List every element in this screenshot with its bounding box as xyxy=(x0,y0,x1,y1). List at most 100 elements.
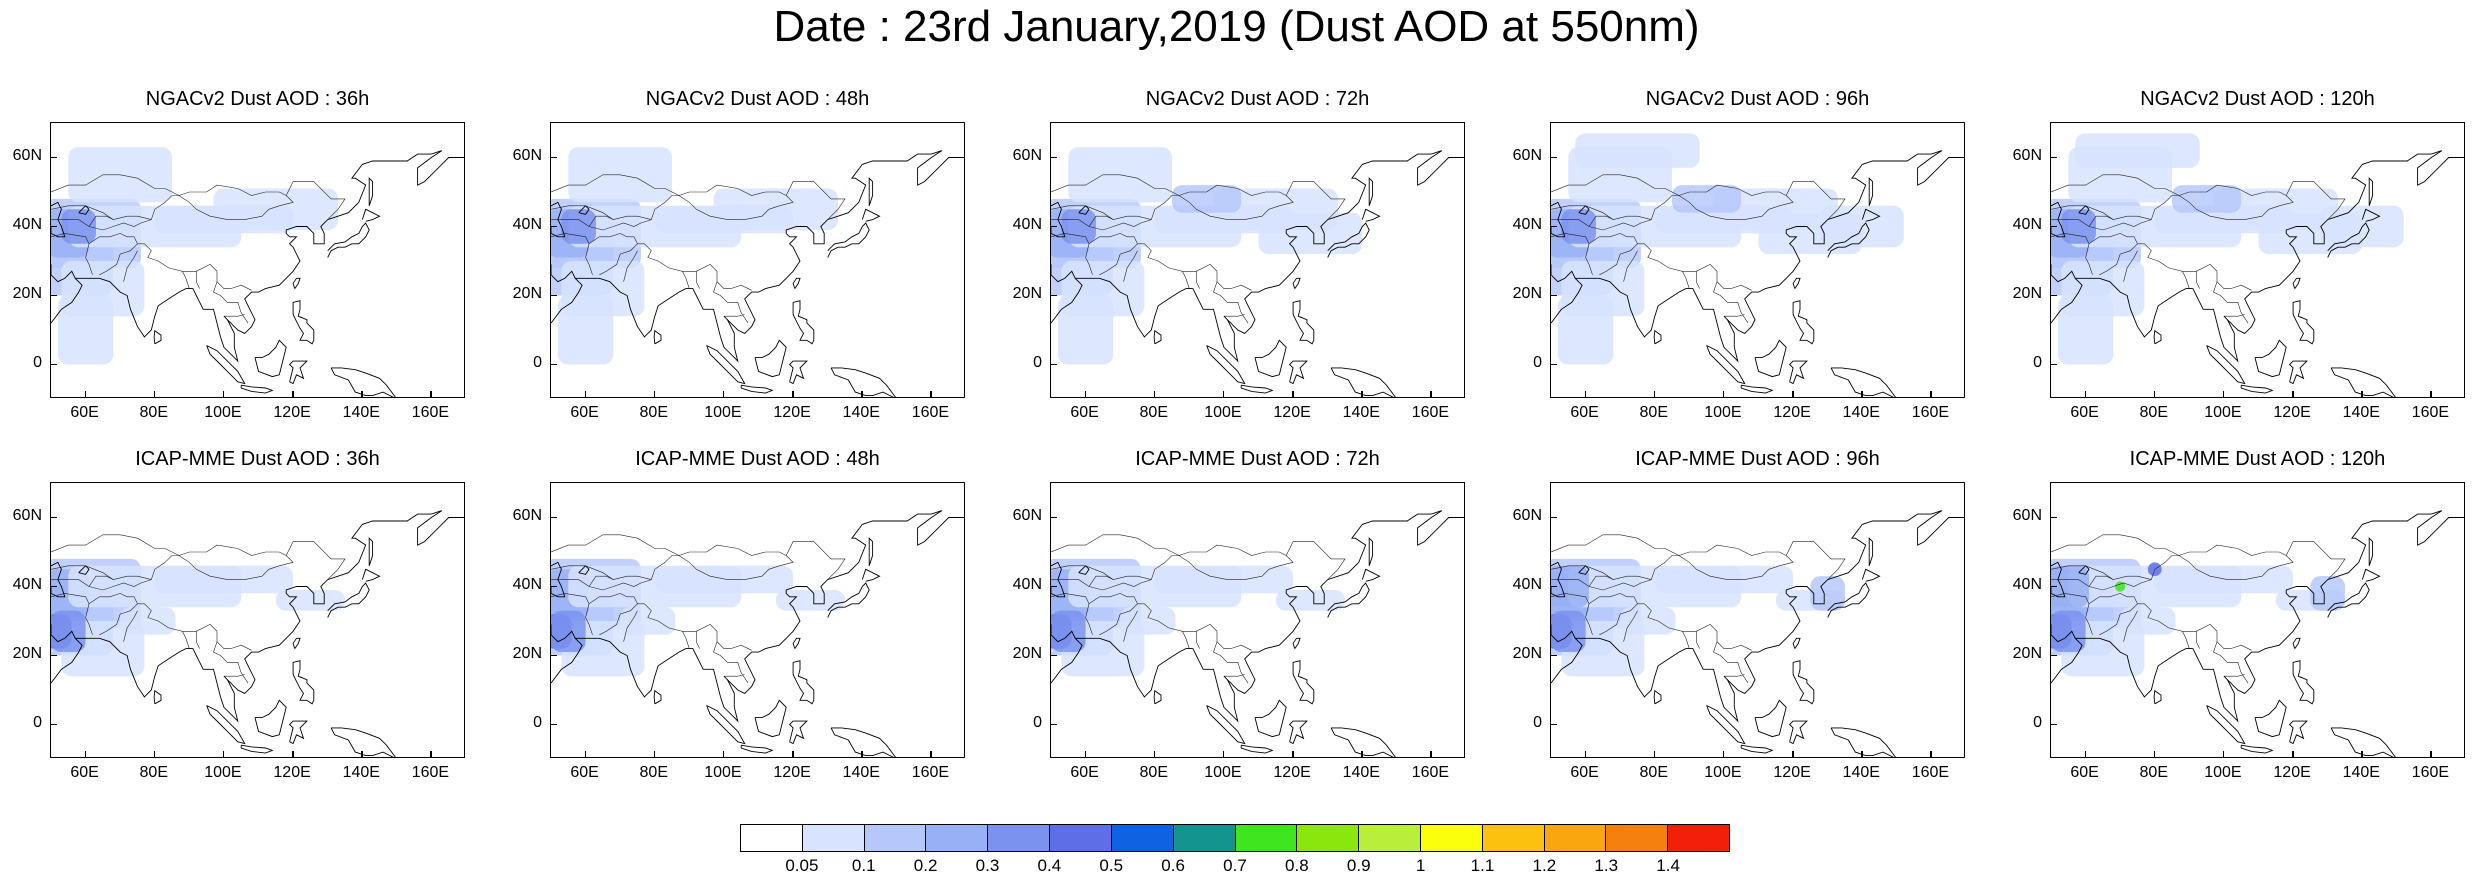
coastline xyxy=(1551,201,1566,238)
coastline xyxy=(575,150,964,363)
colorbar-label: 1 xyxy=(1415,856,1426,875)
country-border xyxy=(2223,314,2245,317)
country-border xyxy=(723,674,745,677)
map-panel: ICAP-MME Dust AOD : 36h 60N 40N 20N 0 60E 80E 1… xyxy=(0,448,470,808)
colorbar-label: 0.1 xyxy=(851,856,876,875)
coastline xyxy=(792,277,801,289)
x-tick-label: 60E xyxy=(570,404,599,421)
dust-shading xyxy=(2051,610,2086,653)
country-border xyxy=(1678,195,1794,220)
coastline xyxy=(1788,720,1808,745)
colorbar-label: 0.4 xyxy=(1037,856,1062,875)
coastline xyxy=(1051,561,1066,598)
y-tick-label: 20N xyxy=(1012,284,1042,302)
country-border xyxy=(1723,314,1745,317)
x-tick-label: 120E xyxy=(773,764,811,781)
country-border xyxy=(551,205,652,220)
x-tick xyxy=(2084,751,2087,758)
country-border xyxy=(551,534,680,556)
coastline xyxy=(2240,744,2274,754)
coastline xyxy=(51,561,66,598)
dust-shading xyxy=(1557,295,1614,365)
dust-shading xyxy=(2120,607,2176,635)
x-tick xyxy=(1292,751,1294,758)
y-tick-label: 0 xyxy=(2033,353,2042,371)
dust-shading xyxy=(2075,133,2200,168)
x-tick-label: 100E xyxy=(1704,764,1742,781)
panel-title: ICAP-MME Dust AOD : 72h xyxy=(1135,448,1380,470)
colorbar-swatch xyxy=(1544,825,1607,851)
x-tick-label: 120E xyxy=(1273,764,1311,781)
coastline xyxy=(653,689,662,705)
x-tick xyxy=(1722,391,1725,398)
coastline xyxy=(792,300,815,345)
y-tick-label: 0 xyxy=(1533,713,1542,731)
coastline xyxy=(292,300,315,345)
x-tick xyxy=(1792,391,1794,398)
coastline xyxy=(2051,264,2083,324)
dust-shading xyxy=(61,209,96,244)
map-frame xyxy=(50,482,465,758)
x-tick xyxy=(653,751,656,758)
y-tick-label: 60N xyxy=(12,146,42,164)
panel-title: NGACv2 Dust AOD : 72h xyxy=(1145,88,1370,110)
coastline xyxy=(830,367,896,397)
y-tick xyxy=(1550,363,1557,365)
x-tick xyxy=(722,391,725,398)
figure-title: Date : 23rd January,2019 (Dust AOD at 55… xyxy=(773,2,1700,51)
colorbar-label: 1.1 xyxy=(1470,856,1495,875)
coastline xyxy=(861,568,881,582)
coastline xyxy=(827,222,870,258)
x-tick xyxy=(222,391,225,398)
coastline xyxy=(740,744,774,754)
x-tick xyxy=(1361,751,1363,758)
map-panel: NGACv2 Dust AOD : 96h 60N 40N 20N 0 60E 80E 100… xyxy=(1500,88,1970,448)
country-border xyxy=(1223,314,1245,317)
dust-aod-map xyxy=(1051,147,1464,397)
y-tick xyxy=(50,294,57,296)
country-border xyxy=(1051,534,1180,556)
dust-shading xyxy=(561,209,596,244)
dust-shading xyxy=(57,295,114,365)
y-tick xyxy=(550,294,557,296)
x-tick-label: 140E xyxy=(1842,404,1880,421)
x-tick xyxy=(292,751,294,758)
x-tick xyxy=(930,751,932,758)
country-border xyxy=(588,575,614,587)
country-border xyxy=(713,641,749,684)
map-panel: ICAP-MME Dust AOD : 96h 60N 40N 20N 0 60E 80E 1… xyxy=(1500,448,1970,808)
x-tick-label: 100E xyxy=(204,404,242,421)
coastline xyxy=(1254,699,1287,738)
x-tick xyxy=(361,751,363,758)
x-tick-label: 80E xyxy=(1639,764,1668,781)
coastline xyxy=(75,150,464,363)
country-border xyxy=(1723,674,1745,677)
country-border xyxy=(588,593,638,636)
coastline xyxy=(1792,300,1815,345)
country-border xyxy=(51,534,180,556)
x-tick-label: 60E xyxy=(1070,764,1099,781)
coastline xyxy=(153,689,162,705)
colorbar-label: 0.2 xyxy=(913,856,938,875)
x-tick-label: 160E xyxy=(411,764,450,781)
map-panel: ICAP-MME Dust AOD : 120h 60N 40N 20N 0 60E 80E… xyxy=(2000,448,2470,808)
coastline xyxy=(1292,277,1301,289)
country-border xyxy=(1088,215,1114,227)
y-tick-label: 0 xyxy=(533,713,542,731)
colorbar-label: 0.9 xyxy=(1346,856,1371,875)
country-border xyxy=(223,674,245,677)
colorbar-label: 0.6 xyxy=(1161,856,1185,875)
colorbar-label: 0.3 xyxy=(975,856,1000,875)
x-tick-label: 140E xyxy=(842,404,880,421)
y-tick xyxy=(50,516,57,518)
y-tick-label: 20N xyxy=(2012,644,2042,662)
coastline xyxy=(740,384,774,394)
coastline xyxy=(2153,689,2162,705)
x-tick-label: 160E xyxy=(2411,764,2450,781)
coastline xyxy=(1754,339,1787,378)
colorbar-swatch xyxy=(1297,825,1360,851)
map-frame xyxy=(1550,482,1965,758)
coastline xyxy=(368,537,374,566)
x-tick-label: 140E xyxy=(2342,764,2380,781)
country-border xyxy=(2088,233,2138,276)
